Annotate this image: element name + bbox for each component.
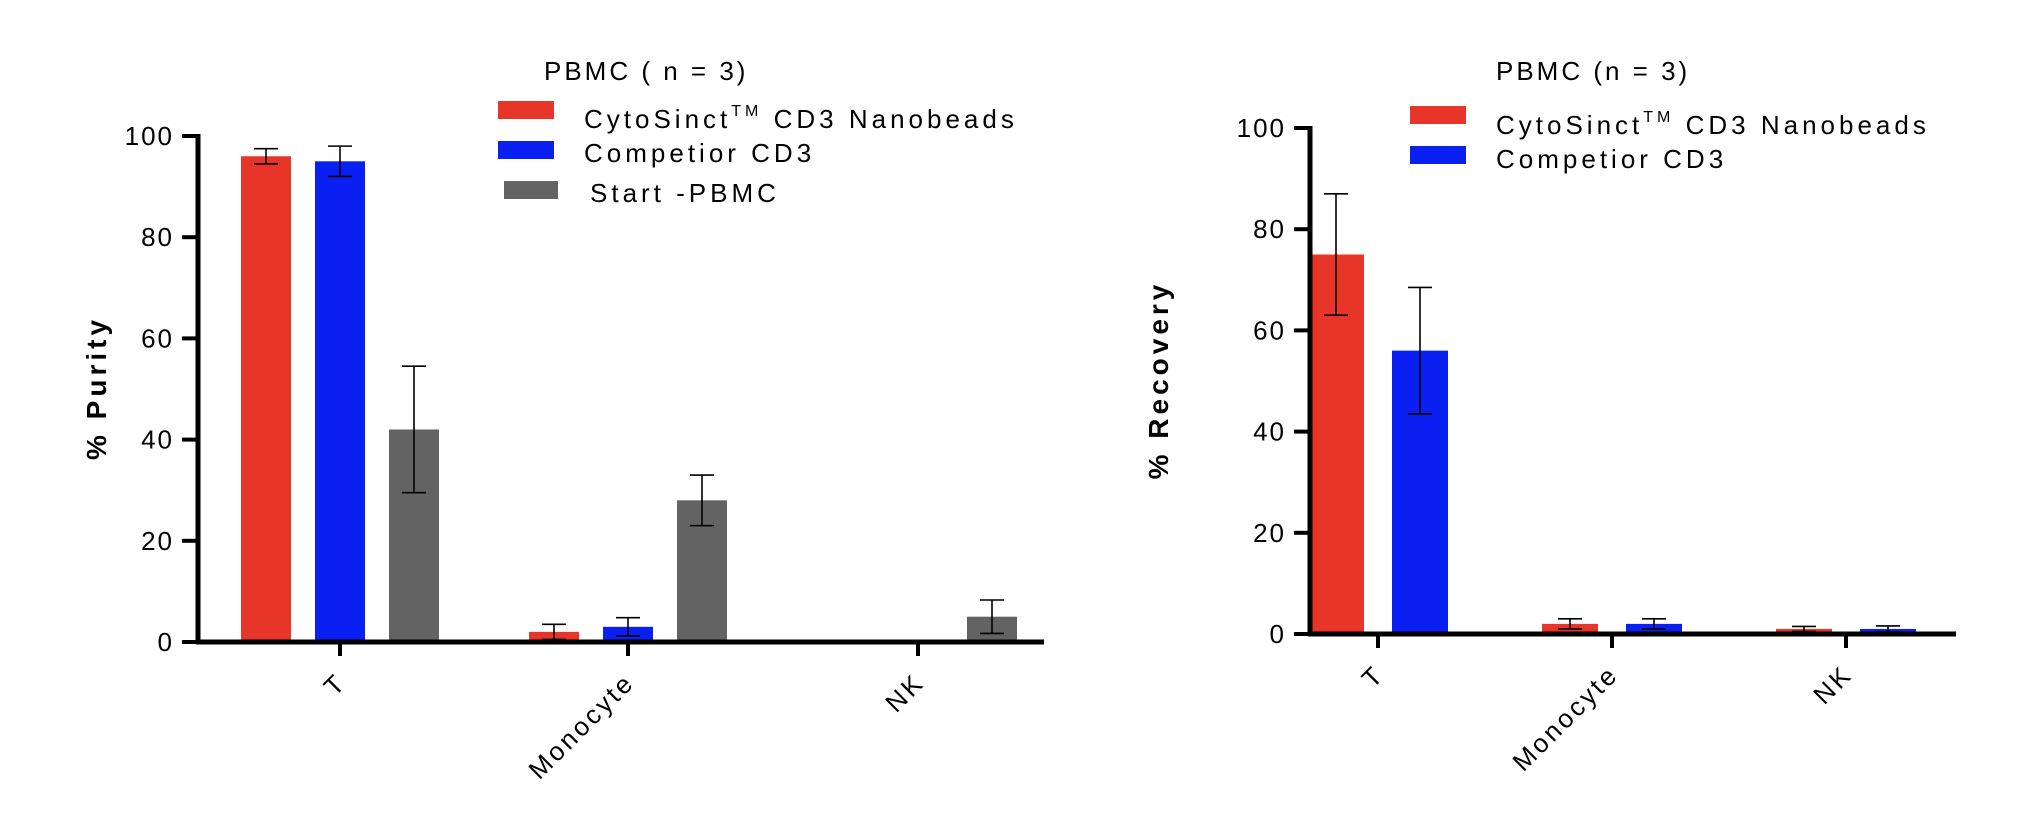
legend-label-cytosinct: CytoSinctTM CD3 Nanobeads xyxy=(584,103,1018,134)
error-bar xyxy=(616,616,640,637)
legend-swatch-blue xyxy=(498,141,554,159)
y-tick-label: 80 xyxy=(1253,214,1286,244)
error-bar xyxy=(1324,192,1348,317)
purity-legend-title: PBMC ( n = 3) xyxy=(544,56,748,86)
error-bar xyxy=(980,599,1004,635)
purity-bars xyxy=(241,145,1017,643)
purity-y-axis-label: % Purity xyxy=(81,316,112,460)
recovery-bars xyxy=(1308,192,1916,634)
error-bar xyxy=(254,147,278,165)
legend-swatch-blue xyxy=(1410,146,1466,164)
legend-label-competior: Competior CD3 xyxy=(1496,144,1727,174)
y-tick-label: 60 xyxy=(1253,315,1286,345)
legend-label-cytosinct: CytoSinctTM CD3 Nanobeads xyxy=(1496,109,1930,140)
recovery-chart: 0 20 40 60 80 100 T Monocyte NK % Recovery PBMC… xyxy=(1143,56,1956,777)
category-label-t: T xyxy=(318,667,353,702)
recovery-legend: PBMC (n = 3) CytoSinctTM CD3 Nanobeads C… xyxy=(1410,56,1930,174)
y-tick-label: 0 xyxy=(158,627,174,657)
legend-label-start-pbmc: Start -PBMC xyxy=(590,178,780,208)
y-tick-label: 60 xyxy=(141,323,174,353)
recovery-legend-item-competior: Competior CD3 xyxy=(1410,144,1727,174)
error-bar xyxy=(1642,618,1666,630)
category-label-nk: NK xyxy=(879,667,930,718)
purity-legend-item-cytosinct: CytoSinctTM CD3 Nanobeads xyxy=(498,101,1018,134)
purity-bar-t-series-1 xyxy=(241,156,291,643)
purity-legend: PBMC ( n = 3) CytoSinctTM CD3 Nanobeads … xyxy=(498,56,1018,208)
recovery-y-ticks: 0 20 40 60 80 100 xyxy=(1237,113,1310,649)
purity-chart: 0 20 40 60 80 100 T Monocyte NK % Purity PBMC (… xyxy=(81,56,1044,785)
recovery-categories: T Monocyte NK xyxy=(1356,634,1858,777)
purity-legend-item-start-pbmc: Start -PBMC xyxy=(504,178,780,208)
y-tick-label: 80 xyxy=(141,222,174,252)
recovery-bar-t-series-1 xyxy=(1308,254,1364,634)
error-bar xyxy=(690,474,714,527)
recovery-legend-title: PBMC (n = 3) xyxy=(1496,56,1690,86)
error-bar xyxy=(1408,286,1432,415)
error-bar xyxy=(1792,625,1816,633)
y-tick-label: 20 xyxy=(141,526,174,556)
y-tick-label: 20 xyxy=(1253,518,1286,548)
category-label-monocyte: Monocyte xyxy=(1506,659,1624,777)
legend-label-competior: Competior CD3 xyxy=(584,138,815,168)
error-bar xyxy=(542,623,566,641)
y-tick-label: 100 xyxy=(125,121,174,151)
y-tick-label: 0 xyxy=(1270,619,1286,649)
category-label-t: T xyxy=(1356,659,1391,694)
purity-bar-t-series-2 xyxy=(315,161,365,643)
recovery-y-axis-label: % Recovery xyxy=(1143,281,1174,480)
purity-categories: T Monocyte NK xyxy=(318,642,930,785)
legend-swatch-red xyxy=(1410,106,1466,124)
purity-legend-item-competior: Competior CD3 xyxy=(498,138,815,168)
legend-swatch-red xyxy=(498,101,554,119)
recovery-legend-item-cytosinct: CytoSinctTM CD3 Nanobeads xyxy=(1410,106,1930,140)
legend-swatch-gray xyxy=(504,181,558,199)
category-label-nk: NK xyxy=(1807,659,1858,710)
y-tick-label: 40 xyxy=(1253,417,1286,447)
y-tick-label: 100 xyxy=(1237,113,1286,143)
y-tick-label: 40 xyxy=(141,425,174,455)
error-bar xyxy=(1558,618,1582,630)
error-bar xyxy=(328,145,352,178)
error-bar xyxy=(402,365,426,494)
category-label-monocyte: Monocyte xyxy=(522,667,640,785)
purity-y-ticks: 0 20 40 60 80 100 xyxy=(125,121,198,657)
